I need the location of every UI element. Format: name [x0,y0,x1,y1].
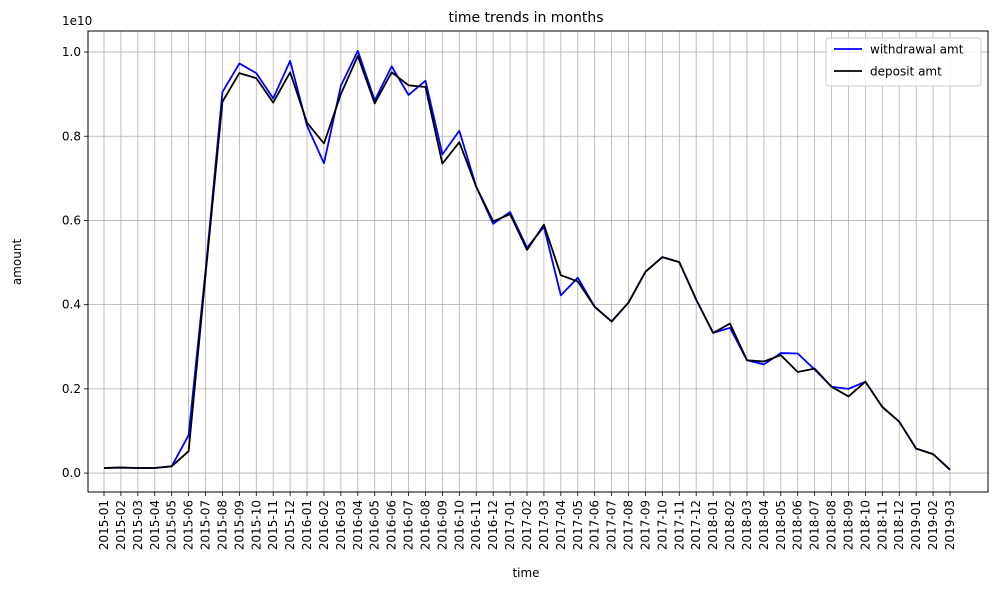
x-tick-label: 2016-05 [368,500,382,550]
x-tick-label: 2017-08 [622,500,636,550]
y-tick-label: 0.4 [62,298,81,312]
x-tick-label: 2019-03 [943,500,957,550]
x-tick-label: 2016-01 [300,500,314,550]
legend: withdrawal amt deposit amt [825,37,982,87]
y-tick-label: 0.8 [62,129,81,143]
grid [88,31,988,492]
x-tick-label: 2018-10 [858,500,872,550]
x-tick-label: 2018-12 [892,500,906,550]
x-tick-label: 2018-07 [808,500,822,550]
x-tick-label: 2017-02 [520,500,534,550]
x-tick-label: 2015-08 [215,500,229,550]
chart-title: time trends in months [448,10,603,26]
x-tick-label: 2017-01 [503,500,517,550]
legend-label-deposit: deposit amt [870,65,942,79]
y-tick-label: 1.0 [62,45,81,59]
x-tick-label: 2016-09 [435,500,449,550]
x-axis-label: time [512,566,539,580]
x-tick-label: 2017-11 [672,500,686,550]
legend-label-withdrawal: withdrawal amt [870,43,964,57]
x-tick-label: 2015-03 [131,500,145,550]
x-tick-label: 2016-02 [317,500,331,550]
x-tick-label: 2018-11 [875,500,889,550]
x-tick-label: 2019-01 [909,500,923,550]
x-tick-label: 2018-06 [791,500,805,550]
x-tick-label: 2015-12 [283,500,297,550]
x-tick-label: 2016-12 [486,500,500,550]
x-tick-label: 2017-07 [605,500,619,550]
x-tick-label: 2017-06 [588,500,602,550]
x-tick-label: 2016-06 [385,500,399,550]
x-tick-label: 2018-01 [706,500,720,550]
x-tick-label: 2019-02 [926,500,940,550]
x-tick-label: 2017-03 [537,500,551,550]
x-tick-label: 2016-08 [418,500,432,550]
x-tick-label: 2015-07 [199,500,213,550]
x-tick-label: 2016-07 [402,500,416,550]
plot-frame [87,30,989,493]
y-axis-ticks: 0.0 0.2 0.4 0.6 0.8 1.0 [62,45,88,480]
y-axis-label: amount [10,239,24,286]
x-tick-label: 2018-03 [740,500,754,550]
x-tick-label: 2015-05 [165,500,179,550]
y-multiplier-label: 1e10 [62,14,92,28]
series-lines [103,49,951,471]
series-line-1 [103,54,951,471]
x-tick-label: 2017-04 [554,500,568,550]
x-tick-label: 2017-10 [655,500,669,550]
x-tick-label: 2015-11 [266,500,280,550]
x-tick-label: 2017-09 [638,500,652,550]
legend-box [825,37,982,87]
x-tick-label: 2017-05 [571,500,585,550]
x-tick-label: 2016-04 [351,500,365,550]
x-tick-label: 2017-12 [689,500,703,550]
x-tick-label: 2018-08 [825,500,839,550]
x-tick-label: 2018-04 [757,500,771,550]
x-tick-label: 2018-09 [841,500,855,550]
x-tick-label: 2015-01 [97,500,111,550]
y-tick-label: 0.0 [62,466,81,480]
x-tick-label: 2016-11 [469,500,483,550]
x-tick-label: 2015-10 [249,500,263,550]
x-tick-label: 2015-06 [182,500,196,550]
x-tick-label: 2016-03 [334,500,348,550]
x-tick-label: 2015-04 [148,500,162,550]
x-tick-label: 2018-05 [774,500,788,550]
x-tick-label: 2018-02 [723,500,737,550]
x-tick-label: 2015-02 [114,500,128,550]
x-tick-label: 2016-10 [452,500,466,550]
x-axis-ticks: 2015-01 2015-02 2015-03 2015-04 2015-05 2015-… [97,492,957,550]
y-tick-label: 0.2 [62,382,81,396]
y-tick-label: 0.6 [62,213,81,227]
x-tick-label: 2015-09 [232,500,246,550]
